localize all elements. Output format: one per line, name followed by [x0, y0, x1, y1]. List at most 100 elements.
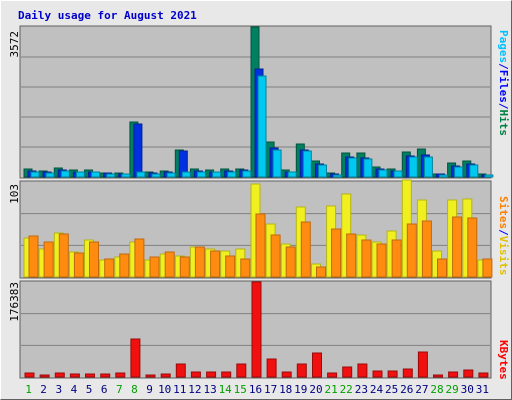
x-tick-day-5: 5: [86, 383, 93, 396]
hits-legend: Pages/Files/Hits: [497, 30, 510, 136]
bar-pages-day-22: [348, 157, 358, 178]
legend-item: Files: [497, 70, 510, 103]
bar-pages-day-24: [378, 169, 388, 178]
bar-sites-day-28: [437, 258, 447, 278]
bar-pages-day-9: [151, 173, 161, 178]
x-tick-day-8: 8: [131, 383, 138, 396]
hits-panel: 3572 Pages/Files/Hits: [8, 25, 510, 179]
bar-sites-day-11: [179, 256, 190, 278]
x-tick-day-25: 25: [385, 383, 398, 396]
bar-sites-day-23: [361, 239, 372, 278]
bar-kbytes-day-1: [24, 372, 35, 378]
legend-item: Visits: [497, 236, 510, 276]
hits-ymax-label: 3572: [8, 31, 21, 58]
bar-pages-day-16: [257, 75, 267, 178]
bar-kbytes-day-16: [251, 281, 262, 378]
x-tick-day-11: 11: [173, 383, 186, 396]
legend-item: /: [497, 103, 510, 110]
bar-kbytes-day-21: [327, 372, 338, 378]
legend-item: KBytes: [497, 340, 510, 380]
bar-sites-day-16: [255, 213, 266, 278]
bar-sites-day-7: [119, 253, 130, 278]
bar-kbytes-day-26: [402, 368, 413, 378]
bar-kbytes-day-28: [433, 374, 443, 378]
bar-kbytes-day-3: [54, 372, 65, 378]
x-tick-day-2: 2: [40, 383, 47, 396]
bar-sites-day-22: [346, 233, 357, 278]
bar-kbytes-day-24: [372, 370, 383, 378]
x-tick-day-26: 26: [400, 383, 413, 396]
bar-pages-day-19: [302, 150, 312, 178]
x-tick-day-18: 18: [279, 383, 292, 396]
visits-legend-text: Sites/Visits: [497, 196, 510, 276]
legend-item: Pages: [497, 30, 510, 63]
bar-pages-day-25: [393, 170, 403, 178]
bar-kbytes-day-23: [357, 363, 368, 378]
bar-sites-day-25: [391, 239, 402, 278]
bar-pages-day-28: [439, 174, 448, 178]
bar-kbytes-day-31: [478, 372, 489, 378]
bar-kbytes-day-19: [296, 363, 307, 378]
x-tick-day-3: 3: [55, 383, 62, 396]
bar-pages-day-10: [166, 172, 176, 178]
x-tick-day-23: 23: [355, 383, 368, 396]
bar-pages-day-4: [75, 171, 85, 178]
legend-item: /: [497, 63, 510, 70]
bar-pages-day-2: [45, 172, 55, 178]
hits-legend-text: Pages/Files/Hits: [497, 30, 510, 136]
bar-kbytes-day-27: [417, 351, 428, 378]
x-tick-day-6: 6: [101, 383, 108, 396]
bar-sites-day-20: [316, 266, 326, 278]
bar-kbytes-day-20: [312, 352, 322, 378]
bar-pages-day-11: [181, 171, 191, 178]
bar-sites-day-9: [149, 256, 160, 278]
x-tick-day-1: 1: [25, 383, 32, 396]
x-tick-day-20: 20: [309, 383, 322, 396]
x-tick-day-31: 31: [476, 383, 489, 396]
bar-pages-day-23: [363, 158, 373, 178]
bar-kbytes-day-29: [448, 371, 459, 378]
bar-sites-day-30: [467, 217, 478, 278]
bar-kbytes-day-5: [85, 373, 95, 378]
x-tick-day-9: 9: [146, 383, 153, 396]
bar-pages-day-15: [242, 170, 252, 178]
bar-kbytes-day-22: [342, 366, 353, 378]
bar-sites-day-13: [210, 250, 221, 278]
bar-sites-day-17: [270, 234, 281, 278]
bar-sites-day-14: [225, 255, 236, 278]
bar-pages-day-14: [227, 171, 237, 178]
bar-pages-day-17: [272, 149, 282, 178]
bar-pages-day-5: [91, 171, 100, 178]
bar-kbytes-day-12: [190, 371, 201, 378]
bar-pages-day-18: [287, 171, 297, 178]
bar-kbytes-day-25: [387, 370, 398, 378]
bar-sites-day-27: [421, 220, 432, 278]
kbytes-legend: KBytes: [497, 340, 510, 380]
x-tick-day-30: 30: [461, 383, 474, 396]
x-tick-day-27: 27: [415, 383, 428, 396]
kbytes-panel: 176383 KBytes: [8, 280, 510, 380]
chart-title: Daily usage for August 2021: [18, 9, 197, 22]
bar-sites-day-21: [331, 228, 342, 278]
bar-kbytes-day-30: [463, 369, 474, 378]
bar-sites-day-1: [28, 235, 39, 278]
bar-kbytes-day-9: [145, 374, 156, 378]
bar-kbytes-day-10: [160, 373, 171, 378]
bar-kbytes-day-17: [266, 358, 277, 378]
bar-files-day-8: [133, 123, 143, 178]
bar-pages-day-31: [484, 174, 494, 178]
x-tick-day-7: 7: [116, 383, 123, 396]
bar-pages-day-7: [121, 173, 131, 178]
bar-kbytes-day-6: [100, 373, 111, 378]
x-tick-day-28: 28: [430, 383, 443, 396]
x-tick-day-4: 4: [71, 383, 78, 396]
kbytes-ymax-label: 176383: [8, 282, 21, 322]
x-tick-day-22: 22: [340, 383, 353, 396]
legend-item: /: [497, 229, 510, 236]
bar-sites-day-18: [285, 246, 296, 278]
bar-sites-day-6: [104, 258, 115, 278]
bar-sites-day-5: [89, 241, 99, 278]
bar-sites-day-19: [300, 221, 311, 278]
bar-kbytes-day-15: [236, 363, 247, 378]
bar-sites-day-12: [194, 246, 205, 278]
